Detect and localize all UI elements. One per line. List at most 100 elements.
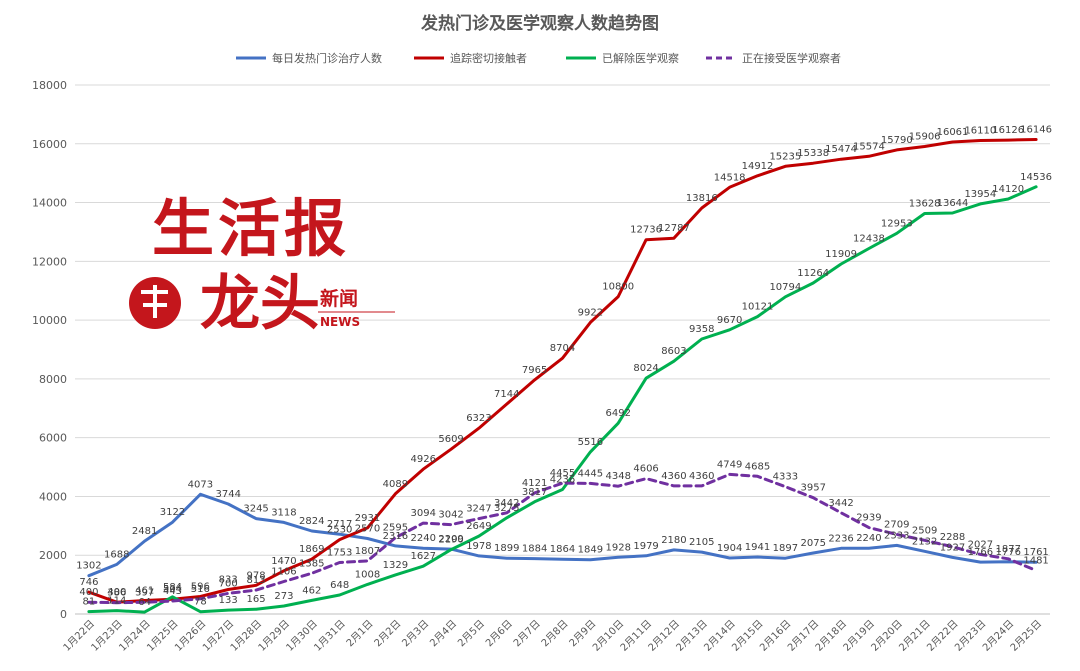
- data-label: 2481: [132, 526, 157, 537]
- data-label: 16061: [937, 127, 969, 138]
- data-label: 3245: [243, 504, 268, 515]
- data-label: 648: [330, 580, 349, 591]
- data-label: 2240: [856, 533, 881, 544]
- data-label: 1470: [271, 556, 296, 567]
- data-label: 10800: [602, 282, 634, 293]
- data-label: 2209: [438, 534, 463, 545]
- data-label: 1753: [327, 547, 352, 558]
- watermark-brand: 生活报: [152, 192, 350, 265]
- data-label: 15906: [909, 132, 941, 143]
- data-label: 8603: [661, 346, 686, 357]
- data-label: 4089: [383, 479, 408, 490]
- data-label: 81: [83, 597, 96, 608]
- data-label: 1869: [299, 544, 324, 555]
- data-label: 2939: [856, 513, 881, 524]
- y-tick-label: 2000: [39, 549, 67, 562]
- watermark-brand-4: NEWS: [320, 315, 360, 329]
- chart-title: 发热门诊及医学观察人数趋势图: [420, 13, 659, 34]
- data-label: 4455: [550, 468, 575, 479]
- y-axis: 0 2000 4000 6000 8000 10000 12000 14000 16000 180…: [32, 79, 67, 621]
- data-label: 4333: [773, 472, 798, 483]
- data-label: 1807: [355, 546, 380, 557]
- data-label: 4360: [689, 471, 714, 482]
- data-label: 1329: [383, 560, 408, 571]
- data-label: 3817: [522, 487, 547, 498]
- data-label: 8024: [633, 363, 658, 374]
- data-label: 2530: [327, 525, 352, 536]
- data-label: 397: [135, 587, 154, 598]
- series-line: [87, 472, 1038, 605]
- data-label: 16146: [1020, 124, 1052, 135]
- data-label: 1627: [410, 551, 435, 562]
- data-label: 2595: [383, 523, 408, 534]
- data-label: 2570: [355, 523, 380, 534]
- data-label: 1884: [522, 544, 547, 555]
- data-label: 15574: [853, 141, 885, 152]
- data-label: 4121: [522, 478, 547, 489]
- data-label: 14518: [714, 172, 746, 183]
- data-label: 5516: [578, 437, 603, 448]
- data-label: 12736: [630, 225, 662, 236]
- data-label: 6492: [605, 408, 630, 419]
- data-label: 2509: [912, 525, 937, 536]
- data-label: 2105: [689, 537, 714, 548]
- data-label: 4926: [410, 454, 435, 465]
- data-label: 3094: [410, 508, 435, 519]
- legend-entry: 追踪密切接触者: [450, 51, 527, 65]
- data-label: 3122: [160, 507, 185, 518]
- watermark-brand-2: 龙头: [200, 269, 320, 339]
- data-label: 1897: [773, 543, 798, 554]
- x-tick-label: 2月7日: [511, 618, 543, 650]
- data-label: 15790: [881, 135, 913, 146]
- data-label: 1928: [605, 542, 630, 553]
- data-label: 2717: [327, 519, 352, 530]
- watermark: 生活报 龙头 新闻 NEWS: [129, 192, 395, 339]
- data-label: 833: [219, 575, 238, 586]
- data-label: 504: [163, 584, 182, 595]
- data-label: 10121: [742, 302, 774, 313]
- y-tick-label: 14000: [32, 197, 67, 210]
- series-line: [87, 185, 1038, 614]
- data-label: 13644: [937, 198, 969, 209]
- data-label: 3442: [828, 498, 853, 509]
- data-label: 15235: [769, 151, 801, 162]
- data-label: 2649: [466, 521, 491, 532]
- data-label: 3042: [438, 510, 463, 521]
- data-label: 5609: [438, 434, 463, 445]
- data-label: 6323: [466, 413, 491, 424]
- watermark-brand-3: 新闻: [320, 287, 358, 310]
- data-label: 14912: [742, 161, 774, 172]
- data-label: 2075: [800, 538, 825, 549]
- data-label: 165: [247, 594, 266, 605]
- legend-entry: 已解除医学观察: [602, 51, 679, 65]
- data-label: 13816: [686, 193, 718, 204]
- y-tick-label: 10000: [32, 314, 67, 327]
- data-label: 1978: [466, 541, 491, 552]
- data-label: 1008: [355, 569, 380, 580]
- data-label: 9922: [578, 307, 603, 318]
- data-label: 2333: [884, 530, 909, 541]
- data-label: 813: [247, 575, 266, 586]
- data-label: 386: [107, 588, 126, 599]
- data-label: 11909: [825, 249, 857, 260]
- data-label: 14120: [992, 184, 1024, 195]
- data-label: 978: [247, 570, 266, 581]
- data-label: 4445: [578, 468, 603, 479]
- x-tick-label: 2月5日: [455, 618, 487, 650]
- data-label: 16110: [964, 126, 996, 137]
- x-tick-label: 1月31日: [312, 618, 348, 654]
- data-label: 4348: [605, 471, 630, 482]
- data-label: 2709: [884, 519, 909, 530]
- data-label: 596: [191, 581, 210, 592]
- data-label: 10794: [769, 282, 801, 293]
- data-label: 443: [163, 586, 182, 597]
- data-label: 700: [219, 578, 238, 589]
- data-label: 1941: [745, 542, 770, 553]
- data-label: 1899: [494, 543, 519, 554]
- data-label: 746: [79, 577, 98, 588]
- data-label: 1766: [968, 547, 993, 558]
- data-label: 3118: [271, 507, 296, 518]
- data-label: 1106: [271, 566, 296, 577]
- series-line: [87, 138, 1038, 604]
